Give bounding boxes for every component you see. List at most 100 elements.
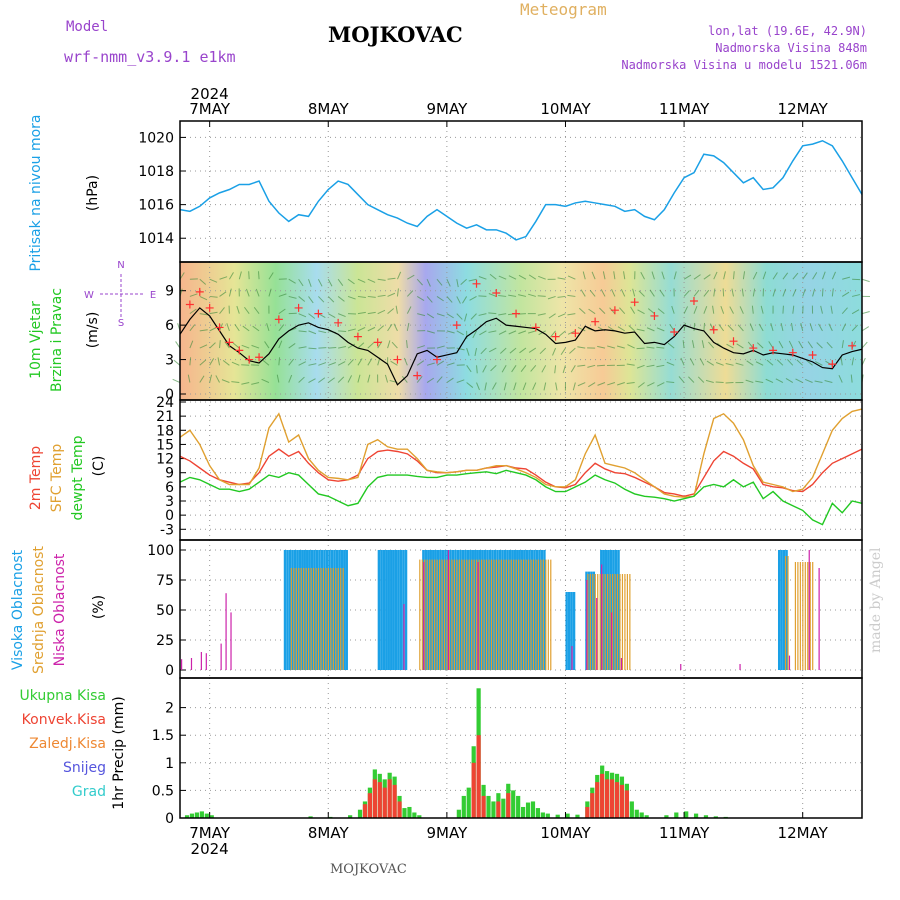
wind-barb [446,362,455,366]
wind-barb [636,328,645,332]
wind-barb [518,294,527,297]
wind-barb [828,323,833,332]
cloud_mid-bar [342,568,344,670]
cloud_high-bar [288,550,292,670]
panel-wind: 0 3 6 9 [165,262,862,403]
cloud_mid-bar [295,568,297,670]
wind-barb [537,295,546,297]
y-tick-label: 0 [165,387,174,403]
cloud_mid-bar [520,559,522,670]
cloud_mid-bar [426,559,428,670]
y-tick-label: -3 [160,522,174,538]
cloud_mid-bar [500,559,502,670]
wind-barb [513,382,517,391]
wind-barb [347,278,355,285]
cloud_mid-bar [312,568,315,670]
cloud_mid-bar [443,559,446,670]
wind-barb [317,278,323,287]
precip_conv-bar [481,795,486,818]
wind-barb [226,323,230,332]
y-tick-label: 0 [165,663,174,679]
wind-barb [426,279,431,287]
cloud_mid-bar [523,559,525,670]
precip_conv-bar [387,779,392,818]
precip_conv-bar [605,779,610,818]
wind-barb [749,323,754,332]
cloud_high-bar [404,550,408,670]
cloud_mid-bar [624,574,626,670]
wind-barb [785,377,794,383]
wind-barb [547,295,556,300]
wind-barb [703,322,706,331]
wind-barb [697,376,705,383]
wind-barb [406,306,412,314]
cloud_high-bar [617,550,620,670]
wind-barb [683,306,689,314]
cloud_mid-bar [434,559,436,670]
cloud-mid-ylabel: Srednja Oblacnost [31,546,47,674]
wind-barb [826,341,833,349]
compass-north: N [117,260,124,271]
wind-barb [209,278,218,283]
cloud_high-bar [521,550,524,670]
wind-barb [189,357,192,366]
cloud_high-bar [538,550,541,670]
y-tick-label: 25 [156,633,174,649]
cloud_mid-bar [589,574,591,670]
wind-barb [357,374,361,383]
cloud-low-bar [620,658,623,670]
wind-barb [393,323,398,332]
wind-barb [607,382,616,386]
wind-barb [337,376,345,383]
wind-barb [456,279,459,288]
temp-2m-ylabel: 2m Temp [28,446,44,510]
wind-barb [557,313,566,318]
wind-barb [436,313,445,317]
wind-barb [189,324,196,332]
y-tick-label: 0.5 [152,783,174,799]
cloud_high-bar [328,550,331,670]
wind-barb [231,381,240,384]
wind-barb [199,295,208,301]
gust-marker [828,360,837,369]
wind-barb [587,364,596,368]
wind-barb [782,272,789,280]
cloud-low-bar [610,612,613,670]
cloud_mid-bar [451,559,453,670]
wind-barb [288,374,293,383]
wind-barb [403,357,408,366]
temp_2m-line [179,448,863,498]
cloud-low-bar [220,643,222,670]
cloud-low-bar [586,580,588,670]
wind-barb [577,364,586,367]
pressure-line [179,139,863,241]
wind-barb [417,313,426,317]
cloud_high-bar [301,550,304,670]
wind-barb [318,362,327,366]
cloud-low-bar [477,562,479,670]
wind-barb [530,364,537,372]
cloud_high-bar [397,550,400,670]
wind-barb [792,288,797,297]
wind-barb [251,344,260,349]
cloud_high-bar [501,550,504,670]
wind-barb [478,313,487,316]
precip_total-bar [501,798,506,818]
cloud_high-bar [313,550,316,670]
cloud_mid-bar [599,574,601,670]
cloud_high-bar [530,550,534,670]
wind-barb [577,346,586,349]
wind-barb [802,288,806,297]
cloud-low-bar [423,562,425,670]
precip_total-bar [402,808,407,818]
wind-barb [377,325,385,332]
wind-barb [446,313,454,319]
precip_total-bar [194,812,200,818]
wind-barb [484,382,487,391]
precip_conv-bar [372,779,377,818]
wind-barb [446,296,453,303]
cloud_mid-bar [488,559,490,670]
cloud_high-bar [444,550,447,670]
wind-barb [772,272,778,280]
cloud_mid-bar [540,559,542,670]
